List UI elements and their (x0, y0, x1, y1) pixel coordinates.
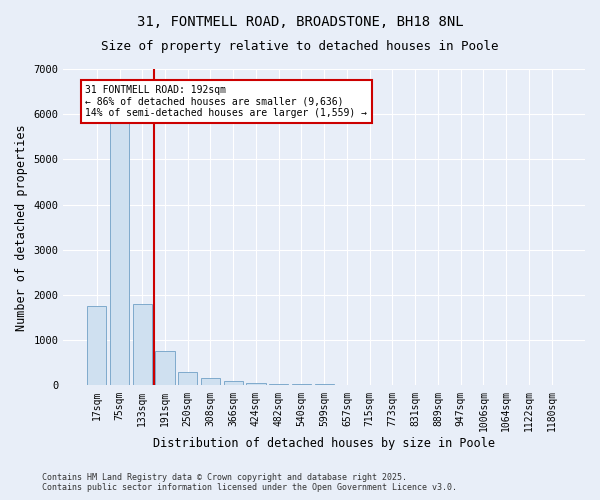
Bar (201, 378, 220, 386)
Bar (314, 384, 334, 386)
Bar (247, 382, 266, 386)
Bar (87, 306, 106, 386)
X-axis label: Distribution of detached houses by size in Poole: Distribution of detached houses by size … (153, 437, 495, 450)
Bar (178, 372, 197, 386)
Text: 31, FONTMELL ROAD, BROADSTONE, BH18 8NL: 31, FONTMELL ROAD, BROADSTONE, BH18 8NL (137, 15, 463, 29)
Text: Contains HM Land Registry data © Crown copyright and database right 2025.
Contai: Contains HM Land Registry data © Crown c… (42, 473, 457, 492)
Bar (110, 124, 129, 386)
Text: Size of property relative to detached houses in Poole: Size of property relative to detached ho… (101, 40, 499, 53)
Bar (292, 384, 311, 386)
Bar (269, 384, 289, 386)
Bar (133, 304, 152, 386)
Y-axis label: Number of detached properties: Number of detached properties (15, 124, 28, 330)
Bar (337, 384, 356, 386)
Bar (224, 382, 243, 386)
Bar (155, 351, 175, 386)
Bar (360, 385, 379, 386)
Text: 31 FONTMELL ROAD: 192sqm
← 86% of detached houses are smaller (9,636)
14% of sem: 31 FONTMELL ROAD: 192sqm ← 86% of detach… (85, 85, 367, 118)
